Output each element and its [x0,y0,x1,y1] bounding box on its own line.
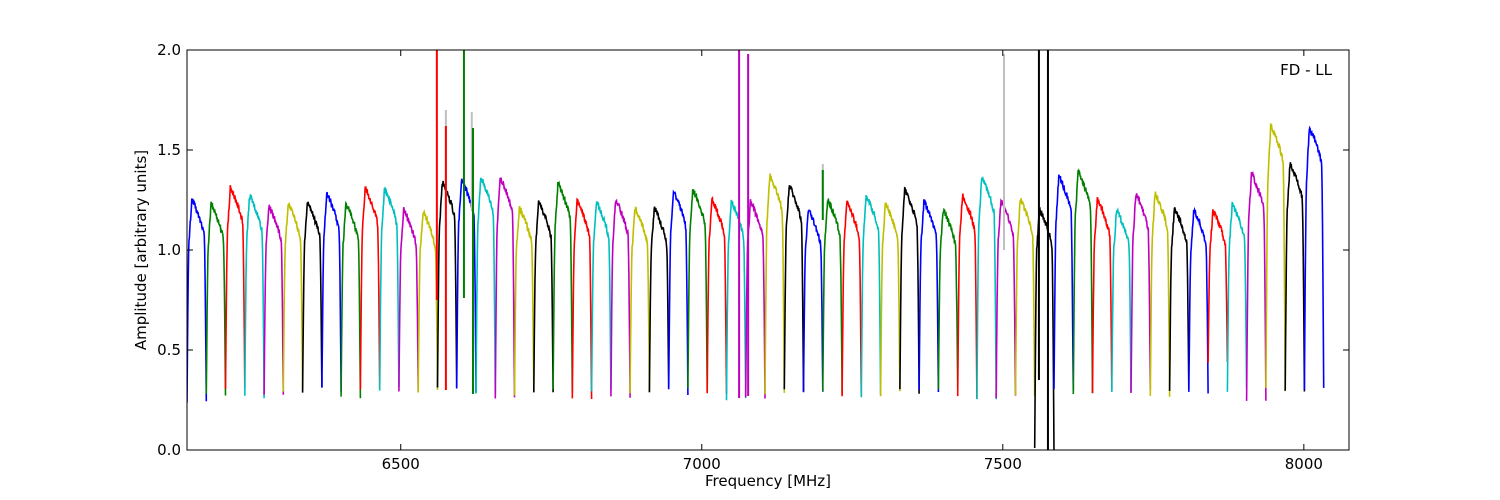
series-line [571,197,593,400]
series-line [841,200,863,397]
series-line [725,199,747,401]
series-line [205,201,227,396]
series-line [1014,198,1036,397]
series-line [378,186,400,391]
series-line [417,208,439,393]
series-line [301,201,323,393]
series-line [494,177,516,399]
y-tick-label: 1.5 [157,141,181,159]
series-line [918,199,940,393]
series-line [937,207,959,390]
series-line [956,193,978,399]
annotation-label: FD - LL [1280,61,1332,79]
series-line [1303,125,1325,390]
series-line [783,185,805,392]
series-line [244,193,265,399]
series-line [648,206,670,393]
series-layer [187,123,1325,450]
y-tick-label: 1.0 [157,241,181,259]
series-line [1091,196,1113,394]
y-tick-label: 2.0 [157,41,181,59]
series-line [879,202,901,397]
series-line [263,204,285,395]
series-line [1265,123,1286,392]
series-line [1245,170,1267,401]
series-line [802,209,824,393]
series-line [224,185,246,389]
series-line [687,189,708,392]
series-line [513,205,535,396]
series-line [321,191,342,392]
series-line [359,185,381,390]
series-line [629,206,651,394]
series-line [899,186,920,394]
x-tick-label: 8000 [1285,455,1323,473]
rfi-spike-layer [435,50,1049,450]
x-tick-label: 6500 [382,455,420,473]
series-line [860,195,882,398]
series-line [610,198,631,398]
series-line [1207,209,1229,363]
series-line [1168,207,1190,391]
series-line [187,198,208,403]
series-line [552,180,574,393]
series-line [533,200,554,393]
series-line [1284,162,1306,392]
series-line [1226,201,1248,392]
series-line [1072,168,1094,395]
series-line [1111,207,1132,393]
series-line [398,207,419,392]
series-line [475,177,497,396]
series-line [282,201,304,392]
series-line [590,201,612,392]
series-line [995,198,1017,399]
x-tick-label: 7500 [984,455,1022,473]
series-line [1149,191,1171,397]
series-line [976,175,997,400]
series-line [706,196,728,394]
series-line [1188,206,1209,394]
series-line [1033,206,1055,450]
y-axis-label: Amplitude [arbitrary units] [132,150,150,350]
y-tick-label: 0.5 [157,341,181,359]
series-line [764,173,786,395]
x-axis-ticks: 6500 7000 7500 8000 [382,50,1323,473]
series-line [436,180,458,389]
series-line [667,189,689,396]
x-tick-label: 7000 [683,455,721,473]
series-line [822,198,843,395]
series-line [1053,174,1075,391]
series-line [340,200,362,399]
series-line [1130,193,1152,394]
y-axis-ticks: 0.0 0.5 1.0 1.5 2.0 [157,41,1349,459]
x-axis-label: Frequency [MHz] [705,472,831,490]
y-tick-label: 0.0 [157,441,181,459]
